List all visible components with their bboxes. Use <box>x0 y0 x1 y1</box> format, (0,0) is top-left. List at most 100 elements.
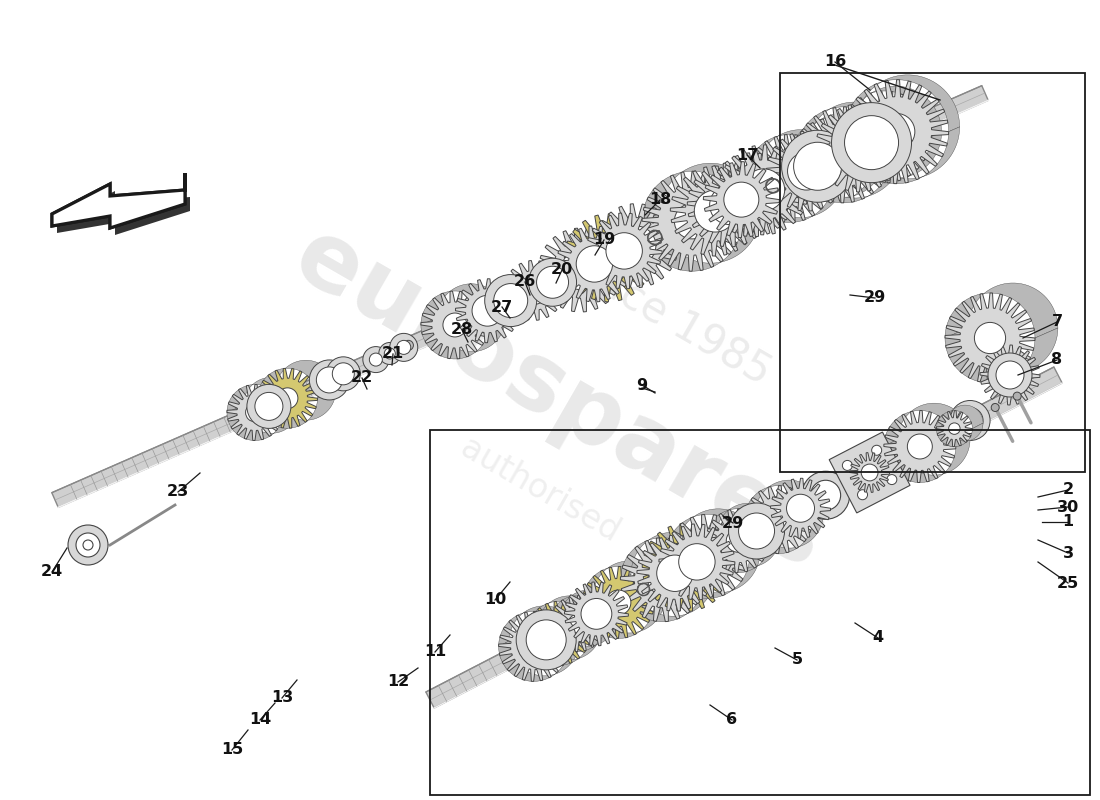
Circle shape <box>788 152 825 190</box>
Polygon shape <box>666 514 749 598</box>
Text: 12: 12 <box>387 674 409 690</box>
Polygon shape <box>455 278 519 342</box>
Polygon shape <box>790 155 884 202</box>
Polygon shape <box>838 86 942 137</box>
Circle shape <box>561 250 601 290</box>
Circle shape <box>520 276 548 304</box>
Polygon shape <box>745 514 823 554</box>
Circle shape <box>666 547 706 588</box>
Circle shape <box>327 357 361 391</box>
Polygon shape <box>746 174 845 222</box>
Text: 18: 18 <box>649 193 671 207</box>
Circle shape <box>950 401 990 441</box>
Polygon shape <box>52 86 988 507</box>
Polygon shape <box>582 561 665 602</box>
Circle shape <box>363 346 389 373</box>
Circle shape <box>581 598 612 630</box>
Text: 16: 16 <box>824 54 846 70</box>
Polygon shape <box>718 145 808 235</box>
Circle shape <box>733 175 772 214</box>
Polygon shape <box>642 163 760 222</box>
Polygon shape <box>936 410 972 446</box>
Text: 24: 24 <box>41 565 63 579</box>
Polygon shape <box>57 180 190 235</box>
Polygon shape <box>527 628 602 666</box>
Polygon shape <box>620 574 715 622</box>
Circle shape <box>537 266 569 298</box>
Circle shape <box>767 508 791 531</box>
Polygon shape <box>527 602 591 666</box>
Text: 13: 13 <box>271 690 293 706</box>
Polygon shape <box>770 478 830 538</box>
Text: 28: 28 <box>451 322 473 338</box>
Circle shape <box>485 274 537 326</box>
Polygon shape <box>426 367 1063 708</box>
Polygon shape <box>227 406 299 441</box>
Polygon shape <box>594 204 679 287</box>
Text: 5: 5 <box>791 653 803 667</box>
Text: 29: 29 <box>722 515 744 530</box>
Polygon shape <box>745 486 813 554</box>
Polygon shape <box>845 80 948 184</box>
Circle shape <box>617 226 656 266</box>
Polygon shape <box>498 606 580 646</box>
Polygon shape <box>883 410 956 482</box>
Text: 21: 21 <box>382 346 404 362</box>
Circle shape <box>887 474 896 485</box>
Text: 3: 3 <box>1063 546 1074 561</box>
Circle shape <box>332 363 354 385</box>
Polygon shape <box>52 173 185 228</box>
Circle shape <box>802 471 849 519</box>
Polygon shape <box>936 423 983 446</box>
Polygon shape <box>703 162 779 238</box>
Circle shape <box>1013 392 1021 400</box>
Circle shape <box>255 392 283 420</box>
Circle shape <box>569 614 587 633</box>
Polygon shape <box>582 597 665 638</box>
Circle shape <box>526 620 566 660</box>
Circle shape <box>588 238 629 278</box>
Polygon shape <box>620 532 715 580</box>
Polygon shape <box>767 131 846 211</box>
Polygon shape <box>815 104 903 192</box>
Circle shape <box>317 367 342 393</box>
Text: 11: 11 <box>424 645 447 659</box>
Circle shape <box>384 348 395 359</box>
Polygon shape <box>945 328 1058 383</box>
Polygon shape <box>795 102 903 155</box>
Circle shape <box>817 146 846 174</box>
Polygon shape <box>746 130 845 178</box>
Polygon shape <box>582 566 654 638</box>
Polygon shape <box>257 390 336 428</box>
Circle shape <box>693 542 722 571</box>
Circle shape <box>786 494 814 522</box>
Text: since 1985: since 1985 <box>561 243 779 393</box>
Polygon shape <box>421 318 505 359</box>
Text: 27: 27 <box>491 299 513 314</box>
Polygon shape <box>883 439 970 482</box>
Circle shape <box>827 138 860 171</box>
Polygon shape <box>845 127 959 184</box>
Circle shape <box>657 555 693 591</box>
Polygon shape <box>936 405 983 429</box>
Polygon shape <box>745 480 823 520</box>
Polygon shape <box>838 91 931 183</box>
Circle shape <box>521 634 546 658</box>
Text: 7: 7 <box>1052 314 1063 330</box>
Circle shape <box>309 360 350 400</box>
Polygon shape <box>706 535 780 573</box>
Circle shape <box>548 622 570 645</box>
Circle shape <box>988 353 1032 397</box>
Circle shape <box>996 361 1024 389</box>
Circle shape <box>861 464 878 481</box>
Polygon shape <box>504 261 564 320</box>
Polygon shape <box>586 213 662 289</box>
Circle shape <box>443 313 466 337</box>
Circle shape <box>245 403 264 422</box>
Polygon shape <box>421 284 505 325</box>
Text: 10: 10 <box>484 593 506 607</box>
Polygon shape <box>980 345 1040 405</box>
Circle shape <box>774 163 805 194</box>
Polygon shape <box>706 509 770 573</box>
Circle shape <box>742 169 784 211</box>
